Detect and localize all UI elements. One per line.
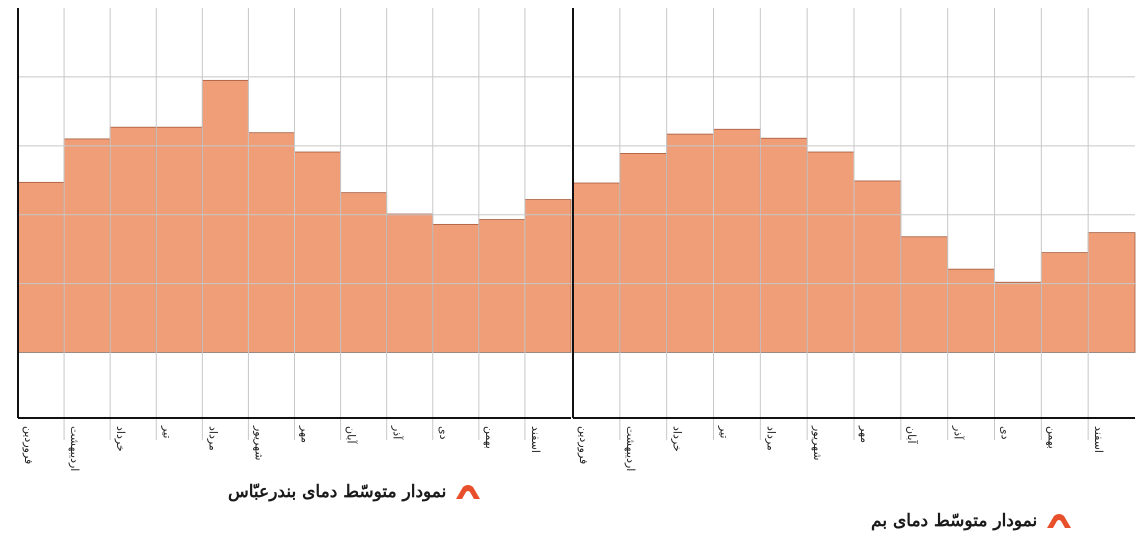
bar-2 (619, 152, 668, 353)
bar-6 (806, 151, 855, 353)
x-tick-label: خرداد (671, 426, 684, 452)
chart-bandar-abbas: فروردین اردیبهشت خرداد تیر مرداد شهریور مهر آبا… (17, 8, 572, 471)
x-tick-label: مرداد (206, 426, 219, 451)
bar-2 (63, 138, 111, 353)
bar-8 (340, 192, 388, 353)
bar-7 (853, 180, 902, 353)
x-tick-label: اسفند (529, 426, 542, 453)
x-tick-label: مهر (299, 425, 312, 443)
bar-12 (1087, 232, 1136, 353)
bar-1 (17, 181, 65, 353)
x-tick-label: بهمن (1045, 426, 1058, 449)
x-tick-label: آبان (905, 426, 919, 444)
chart-title-bam: نمودار متوسّط دمای بم (871, 511, 1038, 531)
bar-10 (432, 223, 480, 353)
bar-8 (900, 236, 949, 353)
bar-5 (201, 79, 249, 353)
x-tick-label: بهمن (483, 426, 496, 449)
bar-4 (155, 126, 203, 353)
bar-6 (248, 132, 295, 353)
x-tick-label: دی (999, 426, 1012, 440)
x-tick-label: مرداد (764, 426, 777, 451)
bar-11 (478, 219, 526, 353)
bar-10 (994, 281, 1042, 353)
x-tick-label: تیر (160, 425, 173, 438)
orange-arch-icon (456, 485, 481, 499)
x-tick-label: مهر (858, 425, 871, 443)
x-tick-label: فروردین (577, 426, 590, 464)
x-tick-label: فروردین (22, 426, 35, 464)
x-tick-label: آبان (345, 426, 359, 444)
bar-1 (572, 182, 621, 353)
bar-4 (713, 128, 761, 353)
bar-3 (109, 126, 157, 353)
x-tick-label: شهریور (811, 425, 824, 460)
bar-9 (947, 268, 995, 353)
x-tick-label: شهریور (252, 425, 265, 460)
x-tick-label: دی (437, 426, 450, 440)
x-tick-label: اردیبهشت (624, 426, 637, 471)
chart-bam: فروردین اردیبهشت خرداد تیر مرداد شهریور مهر آبا… (572, 8, 1136, 471)
x-tick-label: آذر (391, 425, 405, 440)
x-tick-label: اردیبهشت (68, 426, 81, 471)
x-tick-label: خرداد (114, 426, 127, 452)
bar-7 (294, 151, 341, 353)
x-tick-label: اسفند (1092, 426, 1105, 453)
caption-bam: نمودار متوسّط دمای بم (871, 511, 1073, 531)
chart-title-bandar-abbas: نمودار متوسّط دمای بندرعبّاس (228, 482, 447, 502)
bar-5 (759, 137, 808, 353)
bar-3 (666, 133, 714, 353)
orange-arch-icon (1047, 514, 1072, 528)
caption-bandar-abbas: نمودار متوسّط دمای بندرعبّاس (228, 482, 482, 502)
x-tick-label: آذر (952, 425, 966, 440)
x-tick-label: تیر (718, 425, 731, 438)
bar-11 (1040, 252, 1089, 353)
bar-12 (524, 199, 572, 353)
